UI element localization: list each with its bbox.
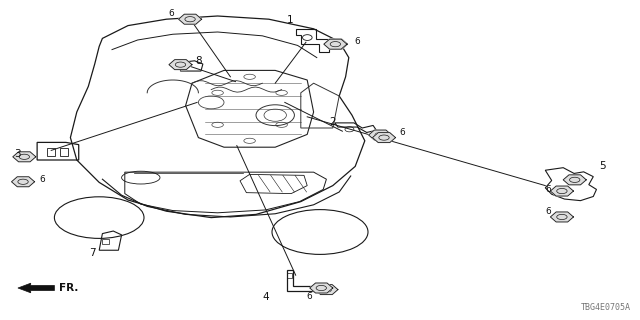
Polygon shape [12,177,35,187]
Polygon shape [13,152,36,162]
Bar [287,273,292,278]
Text: 3: 3 [15,148,21,159]
Polygon shape [372,132,396,143]
Text: 6: 6 [545,207,550,216]
Text: 1: 1 [287,15,293,25]
Polygon shape [550,186,573,196]
Text: 6: 6 [355,37,360,46]
Text: 6: 6 [307,292,312,301]
Text: 6: 6 [545,185,550,194]
Text: 6: 6 [168,9,173,18]
Bar [47,148,55,156]
Text: 7: 7 [90,248,96,258]
Polygon shape [315,284,338,295]
Text: 6: 6 [40,175,45,184]
Polygon shape [310,283,333,293]
Polygon shape [179,14,202,24]
Bar [60,148,68,156]
Bar [102,239,109,244]
Polygon shape [18,283,54,293]
Text: TBG4E0705A: TBG4E0705A [580,303,630,312]
Text: 8: 8 [195,56,202,67]
Polygon shape [563,175,586,185]
Polygon shape [324,39,348,49]
Polygon shape [324,39,347,49]
Text: FR.: FR. [59,283,78,293]
Text: 6: 6 [399,128,404,137]
Polygon shape [169,60,192,70]
Text: 2: 2 [330,116,336,127]
Text: 5: 5 [600,161,606,172]
Polygon shape [550,212,573,222]
Polygon shape [369,130,392,140]
Text: 4: 4 [262,292,269,302]
